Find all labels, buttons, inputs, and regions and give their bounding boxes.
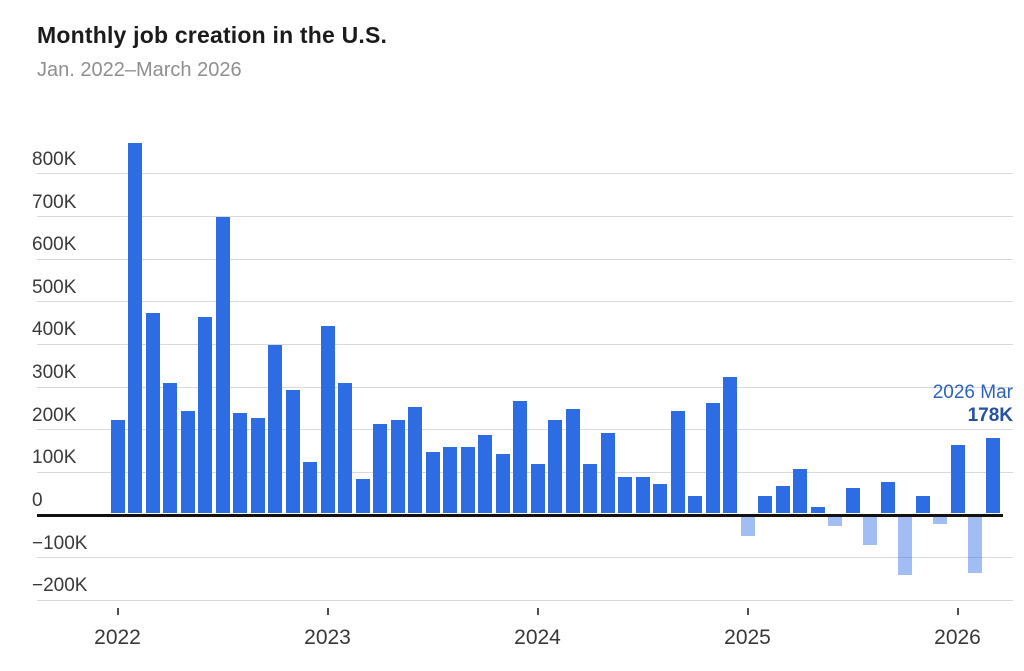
bar-2024-apr	[583, 464, 597, 514]
gridline-500K	[37, 301, 1013, 303]
bar-2022-sep	[250, 417, 265, 514]
x-axis-year-label: 2023	[304, 626, 351, 649]
y-axis-tick-label: −200K	[32, 575, 88, 597]
zero-axis-line	[37, 513, 1003, 517]
bar-2025-jul	[845, 487, 860, 514]
y-axis-tick-label: 700K	[32, 191, 77, 213]
x-axis-year-label: 2022	[94, 626, 141, 649]
bar-2024-mar	[565, 409, 580, 514]
bar-2025-nov	[915, 496, 930, 514]
bar-2025-jan	[740, 516, 755, 537]
y-axis-tick-label: 800K	[32, 148, 77, 170]
y-axis-tick-label: 600K	[32, 234, 77, 256]
bar-2022-jul	[215, 217, 230, 514]
x-axis-tick-2024	[536, 608, 539, 615]
x-axis-year-label: 2024	[514, 626, 561, 649]
bar-2023-jul	[425, 451, 440, 514]
bar-2025-feb	[758, 496, 772, 514]
bar-2022-may	[180, 411, 195, 514]
x-axis-year-label: 2025	[724, 626, 771, 649]
bar-2024-oct	[688, 496, 702, 514]
x-axis-tick-2022	[116, 608, 119, 615]
gridline-400K	[37, 343, 1013, 345]
bar-2023-may	[390, 419, 405, 514]
y-axis-tick-label: −100K	[32, 532, 88, 554]
bar-2025-aug	[863, 516, 877, 545]
bar-2023-mar	[355, 479, 370, 514]
bar-2022-mar	[145, 313, 160, 514]
bar-2025-dec	[933, 516, 947, 524]
bar-2024-aug	[653, 483, 667, 514]
bar-2026-jan	[950, 445, 965, 514]
y-axis-tick-label: 500K	[32, 276, 77, 298]
y-axis-tick-label: 300K	[32, 362, 77, 384]
latest-value-annotation: 2026 Mar 178K	[933, 381, 1013, 427]
y-axis-tick-label: 200K	[32, 404, 77, 426]
bar-2022-dec	[303, 462, 317, 514]
bar-2023-oct	[478, 434, 492, 514]
bar-2024-jun	[618, 477, 632, 514]
bar-2023-nov	[495, 453, 510, 514]
gridline-−100K	[37, 557, 1013, 559]
bar-2022-aug	[233, 413, 247, 514]
bar-2025-mar	[775, 485, 790, 514]
bar-2024-jul	[635, 477, 650, 514]
chart-subtitle: Jan. 2022–March 2026	[37, 59, 242, 81]
bar-2024-dec	[723, 377, 737, 514]
bar-2024-sep	[670, 411, 685, 514]
gridline-700K	[37, 216, 1013, 218]
bar-2023-aug	[443, 447, 457, 514]
x-axis-tick-2026	[956, 608, 959, 615]
gridline-800K	[37, 173, 1013, 175]
gridline-300K	[37, 386, 1013, 388]
bar-2024-jan	[530, 464, 545, 514]
bar-2025-apr	[793, 468, 807, 514]
bar-2022-nov	[285, 389, 300, 514]
bar-2024-feb	[548, 419, 562, 514]
bar-2024-may	[600, 432, 615, 514]
bar-2023-dec	[513, 400, 527, 514]
bar-2025-jun	[828, 516, 842, 526]
x-axis-tick-2025	[746, 608, 749, 615]
gridline-−200K	[37, 599, 1013, 601]
gridline-600K	[37, 258, 1013, 260]
bar-2022-jun	[198, 317, 212, 514]
bar-2026-mar	[985, 437, 1000, 514]
x-axis-year-label: 2026	[934, 626, 981, 649]
bar-2023-sep	[460, 447, 475, 514]
y-axis-tick-label: 100K	[32, 447, 77, 469]
chart-title: Monthly job creation in the U.S.	[37, 22, 388, 48]
bar-2022-apr	[163, 383, 177, 514]
bar-2026-feb	[968, 516, 982, 573]
bar-2025-oct	[898, 516, 912, 575]
bar-2022-feb	[128, 142, 142, 514]
bar-2025-may	[810, 507, 825, 514]
bar-2023-jan	[320, 325, 335, 514]
bar-2025-sep	[880, 481, 895, 514]
y-axis-tick-label: 0	[32, 490, 43, 511]
bar-2023-feb	[338, 383, 352, 514]
bar-2022-oct	[268, 345, 282, 514]
x-axis-tick-2023	[326, 608, 329, 615]
annotation-value-label: 178K	[967, 405, 1013, 426]
bar-2022-jan	[110, 419, 125, 514]
bar-2023-apr	[373, 423, 387, 514]
bar-2024-nov	[705, 402, 720, 514]
y-axis-tick-label: 400K	[32, 319, 77, 341]
annotation-month-label: 2026 Mar	[932, 382, 1013, 403]
bar-2023-jun	[408, 406, 422, 514]
